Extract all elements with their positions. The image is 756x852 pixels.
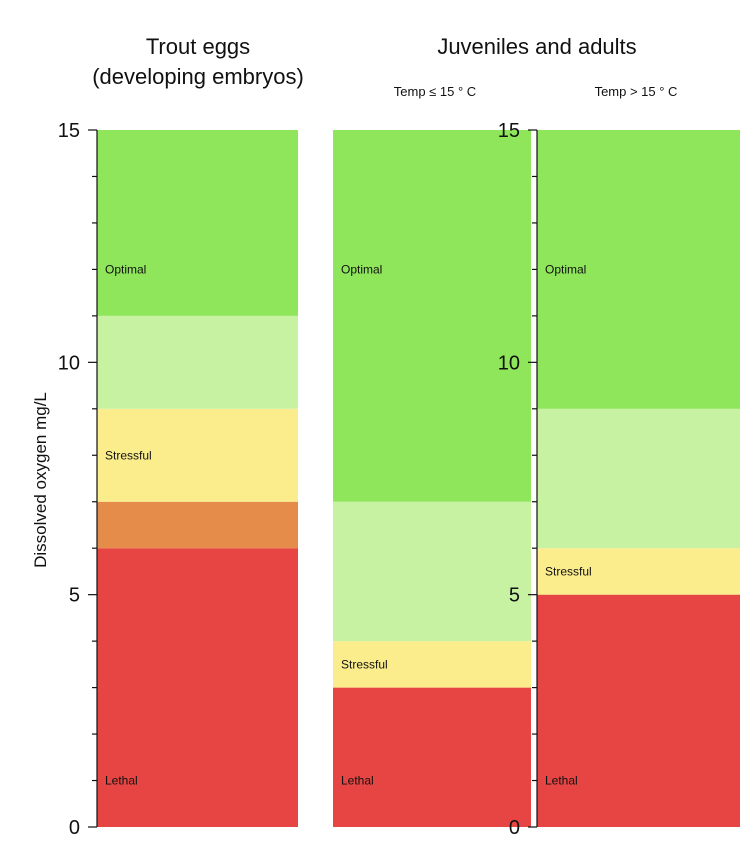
y-tick-label-1-5: 5 <box>509 585 520 607</box>
band-col2-2 <box>537 408 740 549</box>
y-tick-label-0-0: 0 <box>69 817 80 839</box>
band-col1-1 <box>333 641 531 688</box>
band-col1-0 <box>333 687 531 827</box>
band-col1-2 <box>333 501 531 642</box>
group-title-juveniles: Juveniles and adults <box>437 34 636 59</box>
zone-label-col0-0: Lethal <box>105 774 138 788</box>
zone-label-col2-0: Lethal <box>545 774 578 788</box>
zone-label-col0-1: Stressful <box>105 448 152 462</box>
y-tick-label-0-5: 5 <box>69 585 80 607</box>
band-col0-4 <box>97 130 298 316</box>
y-tick-label-0-15: 15 <box>58 120 80 142</box>
band-col2-3 <box>537 130 740 409</box>
bands-layer <box>97 130 740 827</box>
group-title-eggs-line2: (developing embryos) <box>92 64 304 89</box>
column-label-temp-high: Temp > 15 ° C <box>595 84 678 99</box>
band-col2-0 <box>537 594 740 827</box>
band-col0-1 <box>97 501 298 549</box>
band-col0-0 <box>97 548 298 827</box>
y-tick-label-1-10: 10 <box>498 352 520 374</box>
zone-label-col1-2: Optimal <box>341 262 382 276</box>
column-label-temp-low: Temp ≤ 15 ° C <box>394 84 476 99</box>
axes-layer: 0 5 10 15 0 5 10 15 <box>58 120 538 839</box>
y-tick-label-0-10: 10 <box>58 352 80 374</box>
y-tick-label-1-0: 0 <box>509 817 520 839</box>
band-col2-1 <box>537 548 740 595</box>
band-col1-3 <box>333 130 531 502</box>
zone-label-col2-2: Optimal <box>545 262 586 276</box>
zone-label-col1-1: Stressful <box>341 657 388 671</box>
zone-label-col1-0: Lethal <box>341 774 374 788</box>
group-title-eggs: Trout eggs <box>146 34 250 59</box>
band-col0-2 <box>97 408 298 502</box>
y-tick-label-1-15: 15 <box>498 120 520 142</box>
zone-label-col0-2: Optimal <box>105 262 146 276</box>
band-col0-3 <box>97 315 298 409</box>
zone-label-col2-1: Stressful <box>545 564 592 578</box>
y-axis-label: Dissolved oxygen mg/L <box>31 392 50 568</box>
zone-labels-layer: Lethal Stressful Optimal Lethal Stressful Opt… <box>105 262 592 787</box>
